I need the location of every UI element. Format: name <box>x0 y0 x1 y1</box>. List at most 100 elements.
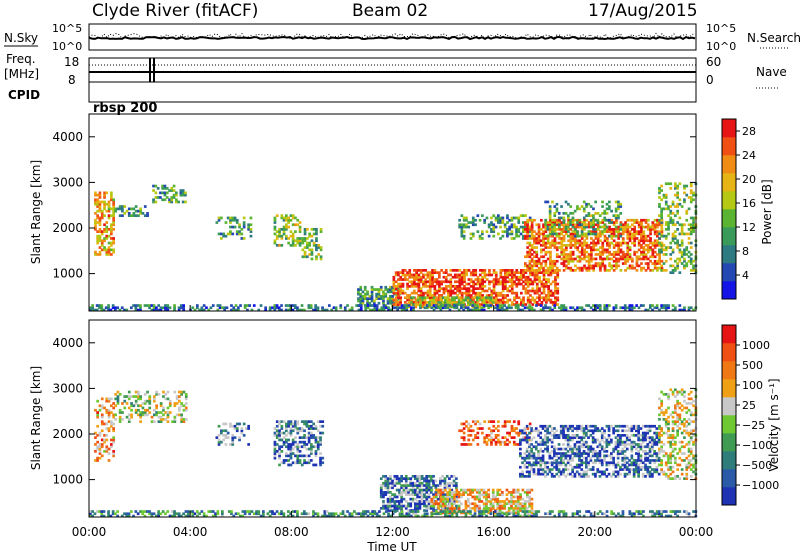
power-echo-cell <box>619 232 623 236</box>
velocity-echo-cell <box>523 431 527 435</box>
power-echo-cell <box>528 308 531 312</box>
power-echo-cell <box>447 294 450 297</box>
power-echo-cell <box>646 239 650 243</box>
power-echo-cell <box>446 303 450 306</box>
velocity-echo-cell <box>474 420 477 423</box>
velocity-echo-cell <box>275 424 279 428</box>
power-echo-cell <box>599 264 602 268</box>
velocity-echo-cell <box>519 454 522 458</box>
power-echo-cell <box>319 248 323 252</box>
velocity-echo-cell <box>517 431 521 435</box>
power-echo-cell <box>544 244 548 247</box>
velocity-echo-cell <box>289 454 293 458</box>
power-echo-cell <box>161 191 164 195</box>
velocity-echo-cell <box>224 434 228 437</box>
power-echo-cell <box>598 308 602 312</box>
power-echo-cell <box>315 228 318 231</box>
power-echo-cell <box>617 246 620 249</box>
power-echo-cell <box>363 295 367 298</box>
power-echo-cell <box>524 264 527 268</box>
velocity-echo-cell <box>457 491 461 494</box>
power-echo-cell <box>366 301 369 305</box>
power-echo-cell <box>112 250 115 254</box>
power-echo-cell <box>542 244 545 247</box>
power-echo-cell <box>289 308 292 312</box>
power-echo-cell <box>603 239 607 243</box>
power-echo-cell <box>439 296 443 300</box>
velocity-echo-cell <box>434 486 438 490</box>
velocity-echo-cell <box>550 468 554 471</box>
velocity-echo-cell <box>555 454 559 458</box>
power-echo-cell <box>394 298 398 302</box>
power-echo-cell <box>505 308 509 312</box>
power-echo-cell <box>653 246 657 249</box>
power-echo-cell <box>447 280 450 284</box>
velocity-echo-cell <box>578 447 581 451</box>
velocity-echo-cell <box>469 493 472 496</box>
velocity-echo-cell <box>478 507 481 510</box>
power-echo-cell <box>678 232 682 236</box>
power-echo-cell <box>513 275 516 279</box>
velocity-echo-cell <box>517 434 521 437</box>
power-echo-cell <box>242 225 246 229</box>
power-echo-cell <box>528 250 532 254</box>
power-echo-cell <box>173 308 176 312</box>
power-echo-cell <box>656 234 659 238</box>
power-echo-cell <box>481 271 484 274</box>
power-echo-cell <box>483 269 487 272</box>
power-echo-cell <box>273 308 277 312</box>
power-echo-cell <box>112 202 115 206</box>
power-echo-cell <box>165 196 169 199</box>
velocity-echo-cell <box>532 429 536 433</box>
power-echo-cell <box>557 212 561 215</box>
power-echo-cell <box>89 308 92 312</box>
power-echo-cell <box>296 218 300 222</box>
velocity-echo-cell <box>580 438 584 442</box>
velocity-echo-cell <box>550 450 554 453</box>
power-echo-cell <box>175 193 178 197</box>
power-echo-cell <box>549 257 552 261</box>
velocity-echo-cell <box>478 422 482 426</box>
velocity-echo-cell <box>585 463 588 467</box>
power-echo-cell <box>233 218 237 222</box>
velocity-echo-cell <box>514 500 518 503</box>
power-echo-cell <box>301 248 305 252</box>
power-echo-cell <box>687 306 691 310</box>
velocity-echo-cell <box>507 509 511 512</box>
power-echo-cell <box>605 212 609 215</box>
power-echo-cell <box>291 239 295 243</box>
power-echo-cell <box>642 266 646 270</box>
velocity-echo-cell <box>418 479 422 483</box>
power-echo-cell <box>301 237 305 240</box>
velocity-echo-cell <box>173 420 177 423</box>
power-echo-cell <box>479 273 482 277</box>
velocity-echo-cell <box>530 465 533 469</box>
power-echo-cell <box>515 234 518 238</box>
power-echo-cell <box>480 308 484 312</box>
velocity-echo-cell <box>427 495 431 499</box>
velocity-echo-cell <box>490 440 493 444</box>
velocity-echo-cell <box>310 424 313 428</box>
velocity-echo-cell <box>523 500 527 503</box>
power-echo-cell <box>662 196 666 199</box>
power-echo-cell <box>528 228 532 231</box>
power-echo-cell <box>98 196 102 199</box>
power-echo-cell <box>580 246 584 249</box>
power-echo-cell <box>105 225 109 229</box>
power-echo-cell <box>373 299 376 303</box>
power-echo-cell <box>399 301 402 304</box>
velocity-echo-cell <box>445 481 449 485</box>
velocity-echo-cell <box>123 395 127 398</box>
power-echo-cell <box>596 232 600 236</box>
power-echo-cell <box>660 221 663 224</box>
power-echo-cell <box>656 223 659 227</box>
power-echo-cell <box>298 225 302 229</box>
velocity-echo-cell <box>457 493 461 496</box>
velocity-echo-cell <box>321 456 325 460</box>
power-echo-cell <box>488 271 491 274</box>
power-echo-cell <box>460 278 464 281</box>
power-echo-cell <box>134 304 138 307</box>
power-echo-cell <box>494 301 498 304</box>
velocity-echo-cell <box>430 504 434 508</box>
